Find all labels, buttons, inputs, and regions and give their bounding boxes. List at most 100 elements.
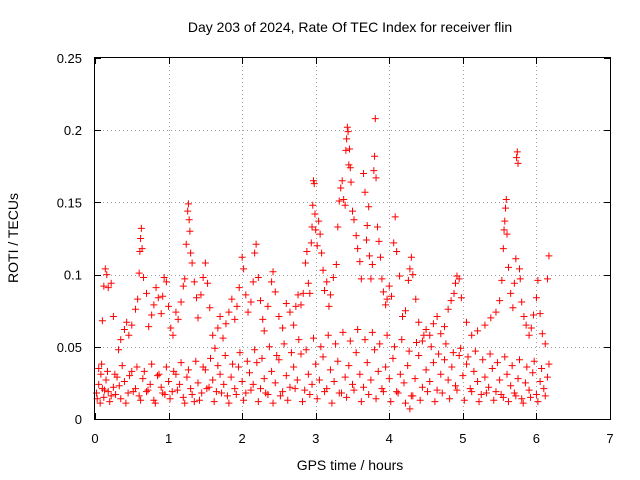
data-point — [251, 249, 259, 257]
data-point — [501, 353, 509, 361]
data-point — [190, 278, 198, 286]
data-point — [481, 373, 489, 381]
data-point — [321, 286, 329, 294]
data-point — [499, 245, 507, 253]
data-point — [188, 259, 196, 267]
data-point — [534, 398, 542, 406]
data-point — [339, 328, 347, 336]
data-point — [235, 284, 243, 292]
data-point — [144, 386, 152, 394]
data-point — [415, 351, 423, 359]
data-point — [394, 389, 402, 397]
data-point — [184, 207, 192, 215]
data-point — [310, 334, 318, 342]
data-point — [96, 399, 104, 407]
data-point — [321, 388, 329, 396]
data-point — [513, 154, 521, 162]
data-point — [396, 272, 404, 280]
data-point — [486, 350, 494, 358]
data-point — [513, 148, 521, 156]
data-point — [238, 253, 246, 261]
y-axis-label: ROTI / TECUs — [5, 193, 21, 283]
data-point — [258, 354, 266, 362]
data-point — [371, 152, 379, 160]
data-point — [249, 380, 257, 388]
data-point — [446, 395, 454, 403]
data-point — [468, 331, 476, 339]
data-point — [232, 390, 240, 398]
data-point — [167, 324, 175, 332]
data-point — [182, 240, 190, 248]
data-point — [227, 373, 235, 381]
data-point — [447, 297, 455, 305]
data-point — [179, 393, 187, 401]
data-point — [128, 321, 136, 329]
data-point — [319, 353, 327, 361]
data-point — [420, 331, 428, 339]
data-point — [129, 388, 137, 396]
data-point — [541, 392, 549, 400]
data-point — [192, 357, 200, 365]
data-point — [409, 271, 417, 279]
data-point — [95, 364, 103, 372]
data-point — [438, 389, 446, 397]
data-point — [297, 301, 305, 309]
data-point — [406, 405, 414, 413]
data-point — [344, 128, 352, 136]
data-point — [244, 308, 252, 316]
data-point — [530, 357, 538, 365]
data-point — [411, 375, 419, 383]
data-point — [518, 298, 526, 306]
data-point — [260, 375, 268, 383]
data-point — [475, 398, 483, 406]
data-point — [184, 366, 192, 374]
data-point — [334, 223, 342, 231]
data-point — [371, 346, 379, 354]
data-point — [286, 383, 294, 391]
grid — [95, 58, 610, 419]
data-point — [162, 363, 170, 371]
data-point — [240, 265, 248, 273]
data-point — [424, 388, 432, 396]
data-point — [481, 321, 489, 329]
data-point — [508, 362, 516, 370]
data-point — [287, 349, 295, 357]
data-point — [396, 370, 404, 378]
data-point — [275, 356, 283, 364]
data-point — [268, 278, 276, 286]
data-point — [177, 359, 185, 367]
data-point — [507, 289, 515, 297]
data-point — [452, 382, 459, 390]
data-point — [98, 317, 106, 325]
data-point — [207, 354, 215, 362]
data-point — [516, 265, 524, 273]
data-point — [139, 375, 147, 383]
data-point — [211, 344, 219, 352]
data-point — [122, 399, 130, 407]
y-tick-label: 0.1 — [64, 268, 82, 283]
x-tick-label: 3 — [312, 431, 319, 446]
x-axis-label: GPS time / hours — [297, 457, 404, 473]
data-point — [460, 396, 468, 404]
data-point — [360, 383, 368, 391]
data-point — [315, 217, 323, 225]
data-point — [225, 308, 233, 316]
data-point — [393, 247, 401, 255]
data-point — [236, 349, 244, 357]
data-point — [433, 312, 441, 320]
data-point — [485, 383, 493, 391]
data-point — [103, 271, 111, 279]
data-point — [367, 275, 375, 283]
data-point — [545, 252, 553, 260]
x-tick-labels: 0 1 2 3 4 5 6 7 — [91, 431, 613, 446]
data-point — [107, 279, 115, 287]
data-point — [152, 284, 160, 292]
data-point — [365, 390, 373, 398]
data-point — [135, 392, 143, 400]
data-point — [459, 372, 467, 380]
data-point — [271, 288, 279, 296]
data-point — [137, 235, 145, 242]
data-point — [442, 340, 450, 348]
data-point — [249, 278, 257, 286]
data-point — [457, 344, 465, 352]
